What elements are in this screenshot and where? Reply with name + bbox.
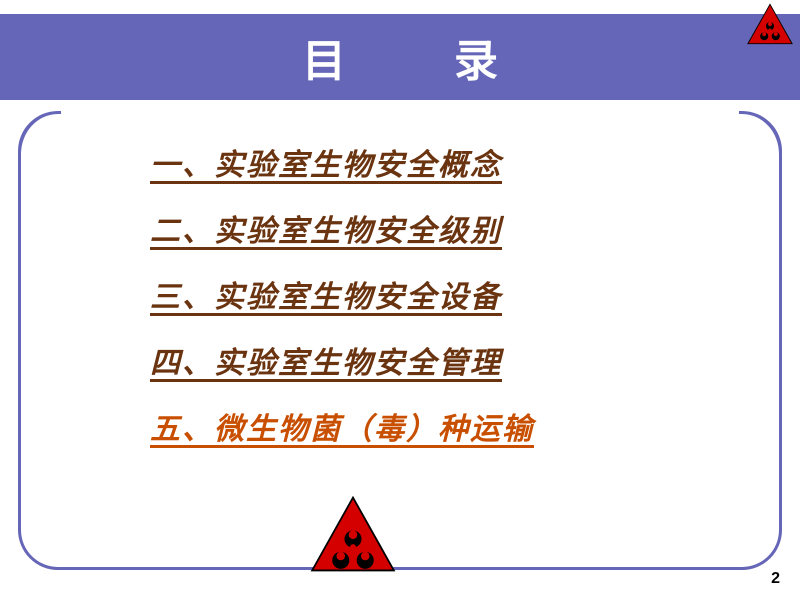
toc-item-4[interactable]: 四、实验室生物安全管理 bbox=[150, 338, 534, 382]
biohazard-icon-top bbox=[746, 2, 794, 46]
header-band: 目 录 bbox=[0, 14, 800, 100]
toc-item-2[interactable]: 二、实验室生物安全级别 bbox=[150, 206, 534, 250]
biohazard-icon-bottom bbox=[308, 494, 398, 574]
toc-item-1[interactable]: 一、实验室生物安全概念 bbox=[150, 140, 534, 184]
toc-item-3[interactable]: 三、实验室生物安全设备 bbox=[150, 272, 534, 316]
toc-item-5[interactable]: 五、微生物菌（毒）种运输 bbox=[150, 404, 534, 448]
page-title: 目 录 bbox=[270, 25, 530, 89]
toc-list: 一、实验室生物安全概念 二、实验室生物安全级别 三、实验室生物安全设备 四、实验… bbox=[150, 140, 534, 448]
page-number: 2 bbox=[771, 570, 780, 588]
